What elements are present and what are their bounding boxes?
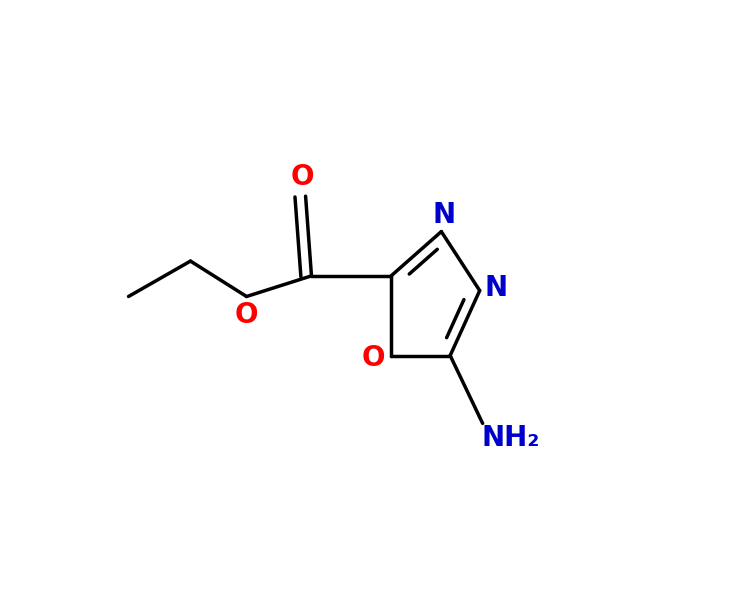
Text: N: N: [433, 201, 456, 229]
Text: O: O: [291, 163, 314, 192]
Text: NH₂: NH₂: [482, 424, 540, 452]
Text: N: N: [485, 273, 508, 302]
Text: O: O: [235, 301, 259, 329]
Text: O: O: [362, 345, 385, 372]
